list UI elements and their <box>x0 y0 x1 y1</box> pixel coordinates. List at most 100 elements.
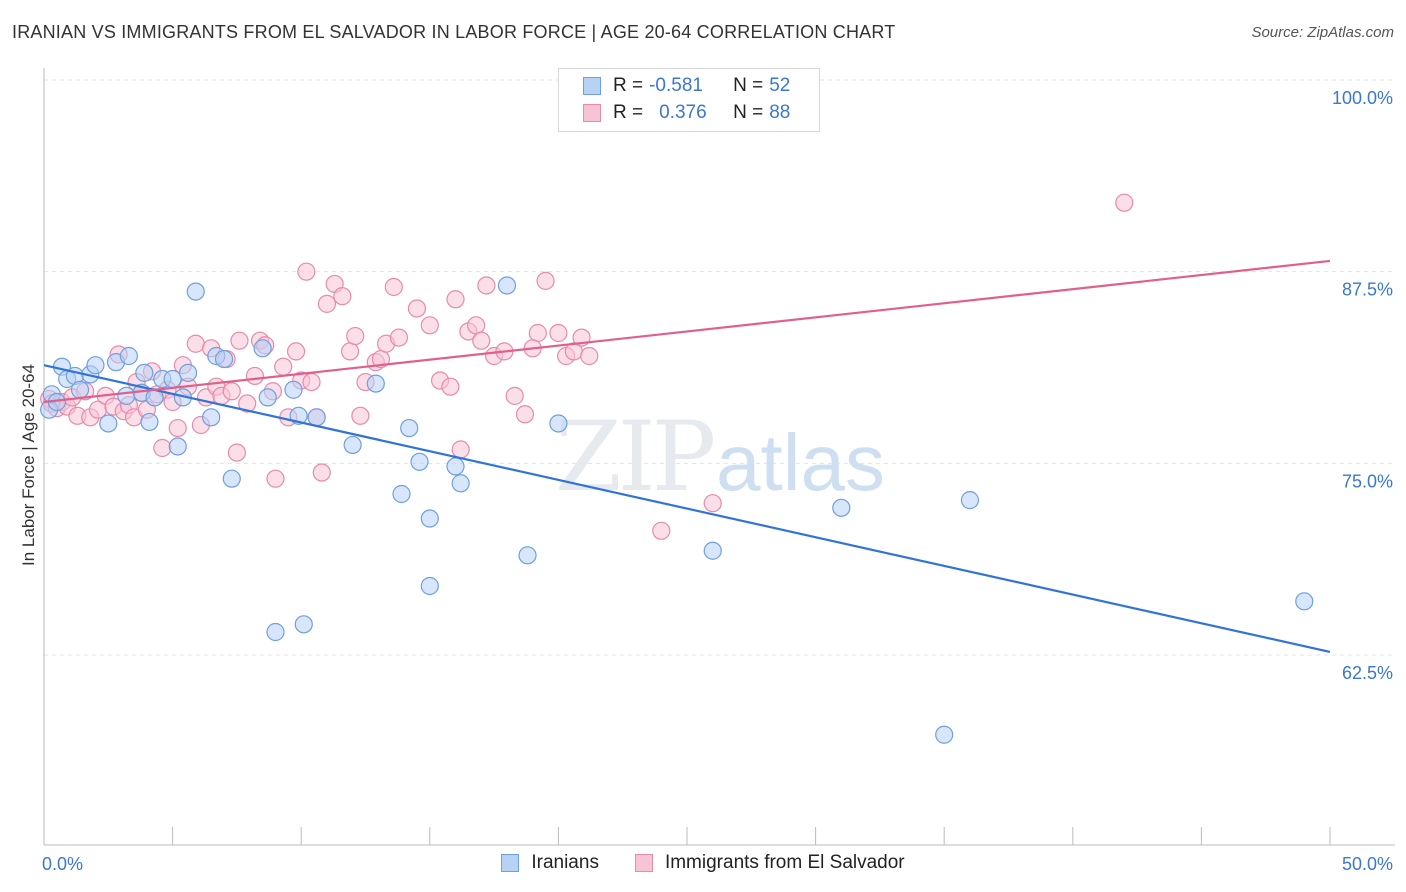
data-point <box>1295 592 1314 611</box>
n-value: 52 <box>769 75 791 96</box>
n-value: 88 <box>769 102 791 123</box>
data-point <box>366 374 385 393</box>
data-point <box>266 469 285 488</box>
data-point <box>266 622 285 642</box>
data-point <box>400 418 419 438</box>
watermark: ZIP atlas <box>555 401 885 513</box>
data-point <box>410 452 429 471</box>
data-point <box>384 277 403 297</box>
data-point <box>333 287 352 306</box>
data-point <box>286 342 306 361</box>
y-tick-label: 62.5% <box>1342 663 1393 683</box>
stats-row-salvador: R = 0.376 N = 88 <box>583 100 790 126</box>
legend-item-salvador[interactable]: Immigrants from El Salvador <box>634 852 905 874</box>
chart-title: IRANIAN VS IMMIGRANTS FROM EL SALVADOR I… <box>12 22 896 42</box>
data-point <box>153 438 172 458</box>
data-point <box>451 440 470 459</box>
r-value: -0.581 <box>649 75 703 96</box>
series-iranians <box>40 70 1314 744</box>
salvador-legend-swatch <box>634 854 653 872</box>
data-point <box>168 437 187 456</box>
data-point <box>346 326 365 346</box>
data-point <box>389 328 409 347</box>
tick-labels: 62.5% 75.0% 87.5% 100.0% 0.0% 50.0% <box>42 88 1393 874</box>
data-point <box>343 435 362 455</box>
n-label: N = <box>733 75 764 96</box>
n-label: N = <box>733 102 764 123</box>
x-tick-label: 0.0% <box>42 854 83 874</box>
data-point <box>1115 193 1134 212</box>
data-point <box>935 725 954 744</box>
data-point <box>351 406 370 425</box>
data-point <box>536 271 555 290</box>
y-tick-label: 75.0% <box>1342 471 1393 491</box>
data-point <box>392 484 411 504</box>
iranians-legend-swatch <box>501 854 520 872</box>
data-point <box>222 469 241 488</box>
data-point <box>135 363 154 382</box>
data-point <box>960 491 980 510</box>
data-point <box>420 576 439 596</box>
data-point <box>227 443 246 462</box>
data-point <box>186 282 205 301</box>
data-point <box>446 290 465 309</box>
data-point <box>477 276 496 295</box>
data-point <box>302 372 321 392</box>
legend-item-iranians[interactable]: Iranians <box>501 852 599 874</box>
data-point <box>703 494 722 513</box>
data-point <box>407 299 427 318</box>
data-point <box>163 369 182 389</box>
data-point <box>70 380 90 399</box>
data-point <box>703 541 722 560</box>
stats-legend: R = -0.581 N = 52 R = 0.376 N = 88 <box>558 68 820 132</box>
data-point <box>119 346 138 366</box>
data-point <box>832 498 851 517</box>
watermark-zip: ZIP <box>555 401 714 513</box>
data-point <box>253 339 272 358</box>
data-point <box>652 521 671 540</box>
data-point <box>238 394 257 413</box>
source-label: Source: ZipAtlas.com <box>1251 24 1394 41</box>
salvador-trend-line <box>43 259 1331 404</box>
data-point <box>284 380 303 399</box>
data-point <box>472 331 491 350</box>
data-point <box>441 377 460 396</box>
data-point <box>178 363 198 382</box>
data-point <box>230 331 249 350</box>
watermark-atlas: atlas <box>716 418 885 507</box>
data-point <box>446 457 465 476</box>
data-point <box>451 474 470 493</box>
data-point <box>297 262 316 281</box>
stats-row-iranians: R = -0.581 N = 52 <box>583 73 790 99</box>
data-point <box>258 388 277 407</box>
data-point <box>99 414 118 433</box>
axes <box>43 68 1395 846</box>
data-point <box>214 349 234 369</box>
r-value: 0.376 <box>659 102 707 123</box>
y-tick-label: 87.5% <box>1342 280 1393 300</box>
data-point <box>294 615 313 634</box>
data-point <box>222 382 241 401</box>
data-point <box>317 294 337 313</box>
data-point <box>140 412 159 432</box>
iranians-swatch <box>583 77 601 95</box>
data-point <box>312 463 331 482</box>
data-point <box>505 386 524 405</box>
legend-label: Immigrants from El Salvador <box>664 852 905 873</box>
data-point <box>86 356 105 375</box>
data-point <box>549 414 568 433</box>
data-point <box>518 546 537 565</box>
iranians-trend-line <box>43 364 1331 654</box>
data-point <box>580 346 599 366</box>
trend-lines <box>43 259 1331 654</box>
legend-label: Iranians <box>531 852 599 873</box>
data-point <box>202 408 221 427</box>
data-point <box>515 405 535 424</box>
data-point <box>466 316 486 335</box>
data-point <box>528 323 547 343</box>
data-point <box>117 386 136 405</box>
data-point <box>168 418 187 438</box>
data-point <box>340 342 360 361</box>
r-label: R = <box>613 75 644 96</box>
